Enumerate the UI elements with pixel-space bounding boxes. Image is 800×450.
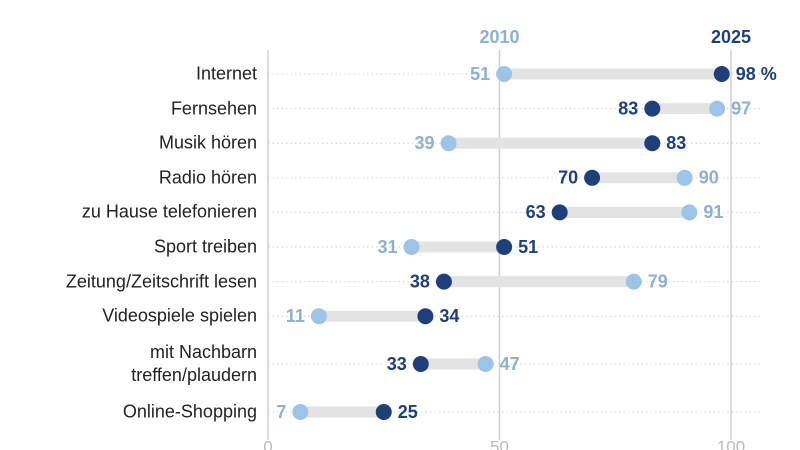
category-label: Musik hören bbox=[158, 132, 257, 153]
value-label: 39 bbox=[415, 133, 435, 153]
dot bbox=[584, 169, 601, 186]
category-label: Sport treiben bbox=[153, 236, 257, 257]
x-tick-label: 0 bbox=[263, 437, 272, 450]
value-label: 31 bbox=[377, 237, 397, 257]
value-label: 83 bbox=[618, 98, 638, 118]
value-label: 63 bbox=[526, 202, 546, 222]
legend-label: 2025 bbox=[711, 27, 751, 47]
category-label: Fernsehen bbox=[170, 98, 257, 119]
dot bbox=[676, 169, 693, 186]
dot bbox=[375, 404, 392, 420]
dot bbox=[417, 308, 434, 325]
category-label: Radio hören bbox=[158, 167, 257, 188]
dot bbox=[310, 308, 327, 325]
value-label: 51 bbox=[518, 237, 538, 257]
value-label: 90 bbox=[699, 168, 719, 188]
dot bbox=[713, 66, 730, 82]
category-label: Zeitung/Zeitschrift lesen bbox=[65, 271, 257, 292]
dot bbox=[681, 204, 698, 221]
dot bbox=[551, 204, 568, 221]
value-label: 38 bbox=[410, 271, 430, 291]
category-label: Internet bbox=[195, 63, 257, 84]
value-label: 47 bbox=[500, 354, 520, 374]
value-label: 25 bbox=[398, 402, 418, 422]
dot bbox=[496, 66, 513, 82]
category-label: mit Nachbarn treffen/plaudern bbox=[131, 342, 257, 385]
x-tick-label: 100 bbox=[717, 437, 745, 450]
value-label: 97 bbox=[731, 98, 751, 118]
value-label: 70 bbox=[558, 168, 578, 188]
dot bbox=[292, 404, 309, 420]
value-label: 34 bbox=[439, 306, 459, 326]
value-label: 51 bbox=[470, 64, 490, 84]
category-label: Online-Shopping bbox=[122, 401, 257, 422]
value-label: 79 bbox=[648, 271, 668, 291]
dot bbox=[709, 100, 726, 117]
value-label: 7 bbox=[276, 402, 286, 422]
value-label: 98 % bbox=[736, 64, 777, 84]
dot bbox=[440, 135, 457, 152]
x-tick-label: 50 bbox=[490, 437, 509, 450]
legend-label: 2010 bbox=[479, 27, 519, 47]
value-label: 33 bbox=[387, 354, 407, 374]
dot bbox=[496, 239, 513, 255]
dot bbox=[412, 356, 429, 372]
dot bbox=[477, 356, 494, 372]
marks: 51 98 % 97 83 39 83 90 70 91 63 31 51 79 38 11 34 47 33 7 2… bbox=[276, 64, 776, 422]
dot bbox=[435, 273, 452, 290]
dot bbox=[644, 135, 661, 152]
category-label: Videospiele spielen bbox=[102, 305, 257, 326]
value-label: 11 bbox=[286, 306, 305, 326]
category-label: zu Hause telefonieren bbox=[81, 201, 257, 222]
value-label: 83 bbox=[666, 133, 686, 153]
dot bbox=[625, 273, 642, 290]
value-label: 91 bbox=[703, 202, 723, 222]
dot bbox=[403, 239, 420, 255]
dot bbox=[644, 100, 661, 117]
